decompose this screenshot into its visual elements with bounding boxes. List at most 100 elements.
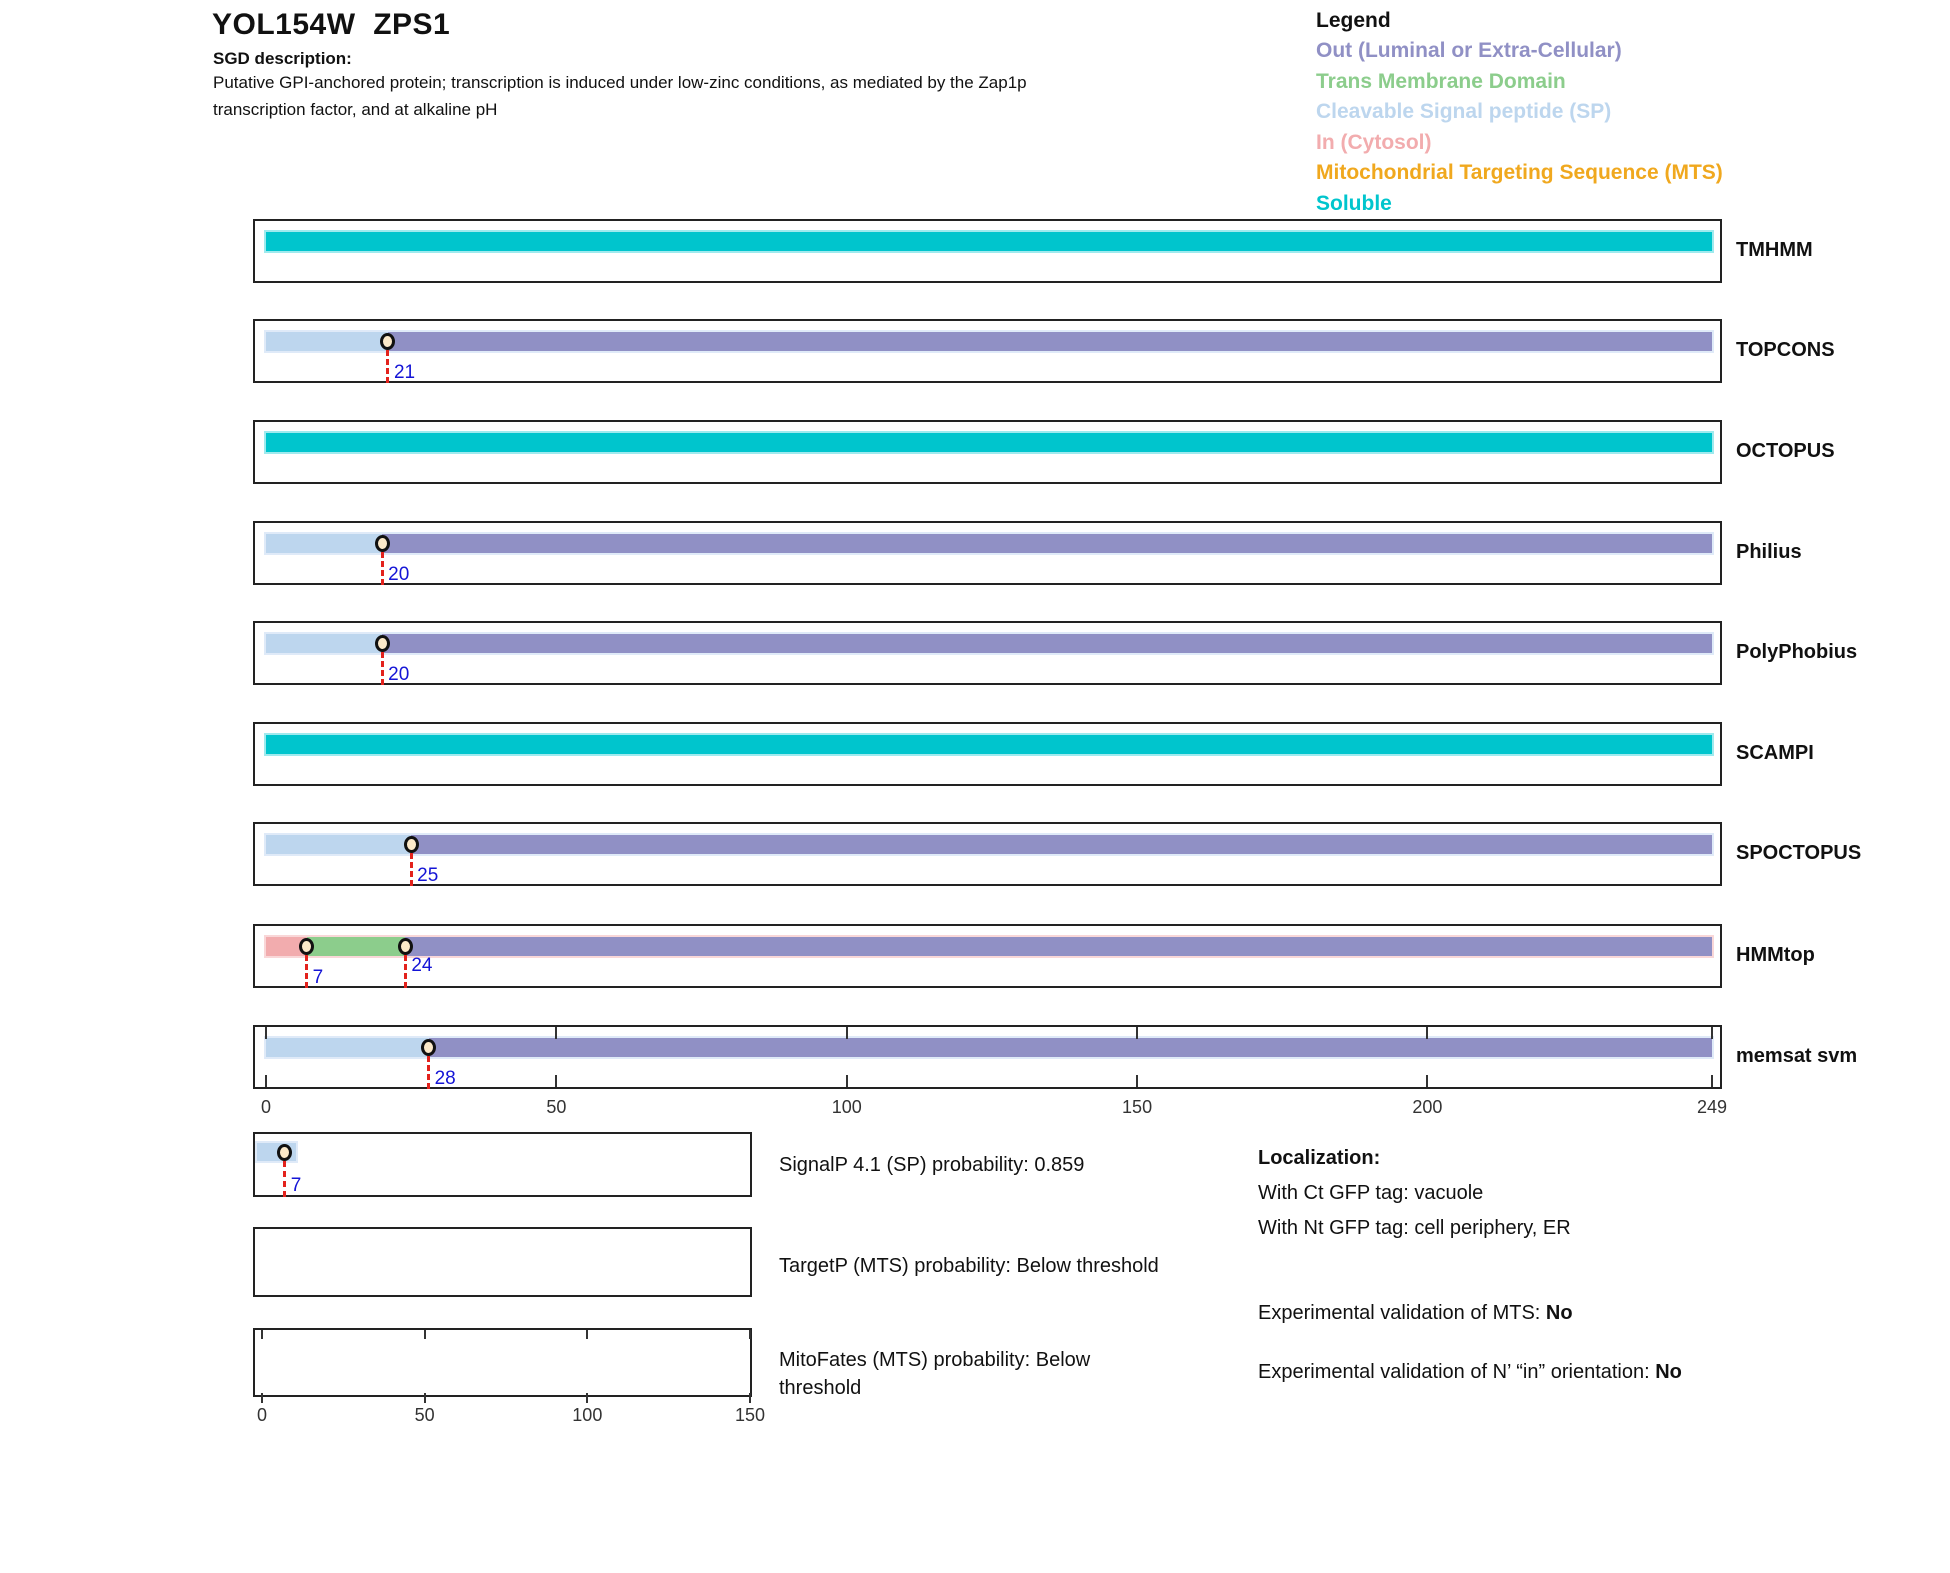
sgd-description-text: Putative GPI-anchored protein; transcrip…	[213, 73, 1027, 119]
topcons-boundary-marker	[380, 332, 396, 350]
hmmtop-boundary-marker	[397, 937, 413, 955]
track-box-polyphobius	[253, 621, 1722, 685]
polyphobius-segment-sp	[266, 634, 383, 653]
track-box-philius	[253, 521, 1722, 585]
legend-item-in: In (Cytosol)	[1316, 130, 1432, 154]
track-bar-polyphobius	[266, 634, 1712, 653]
sequence-axis-tick-label: 100	[831, 1097, 862, 1117]
memsat-svm-tick-top	[845, 1027, 848, 1039]
track-name-philius: Philius	[1736, 541, 1802, 563]
topcons-marker-value: 21	[393, 362, 416, 383]
signalp-marker-value: 7	[290, 1175, 302, 1196]
orientation-validation-value: No	[1655, 1361, 1682, 1383]
polyphobius-marker-line	[380, 652, 384, 685]
sequence-axis-tick-label: 150	[1122, 1097, 1153, 1117]
track-bar-hmmtop	[266, 937, 1712, 956]
hmmtop-marker-line	[403, 955, 407, 988]
spoctopus-segment-sp	[266, 835, 412, 854]
track-bar-philius	[266, 534, 1712, 553]
track-box-mitofates	[253, 1328, 752, 1397]
tmhmm-segment-soluble	[266, 232, 1712, 251]
spoctopus-marker-line	[409, 853, 413, 886]
track-box-octopus	[253, 420, 1722, 484]
track-name-memsat-svm: memsat svm	[1736, 1045, 1858, 1067]
mitofates-tick-bottom	[423, 1393, 426, 1403]
sequence-axis-tick-label: 50	[546, 1097, 567, 1117]
memsat-svm-tick-bottom	[1426, 1075, 1429, 1087]
track-box-scampi	[253, 722, 1722, 786]
orientation-validation-label: Experimental validation of N’ “in” orien…	[1258, 1361, 1656, 1383]
track-name-hmmtop: HMMtop	[1736, 944, 1815, 966]
legend-item-soluble: Soluble	[1316, 191, 1392, 215]
hmmtop-marker-value: 24	[411, 955, 433, 976]
sgd-description-heading: SGD description:	[213, 49, 352, 68]
philius-marker-value: 20	[388, 564, 410, 585]
sequence-axis-tick-label: 200	[1412, 1097, 1443, 1117]
memsat-svm-boundary-marker	[421, 1038, 437, 1056]
hmmtop-segment-in	[266, 937, 307, 956]
mts-validation-label: Experimental validation of MTS:	[1258, 1302, 1546, 1324]
memsat-svm-tick-top	[1136, 1027, 1139, 1039]
track-box-hmmtop	[253, 924, 1722, 988]
mts-validation-value: No	[1545, 1302, 1573, 1324]
sequence-axis-tick-label: 249	[1696, 1097, 1728, 1117]
localization-ct-line: With Ct GFP tag: vacuole	[1258, 1182, 1484, 1204]
memsat-svm-segment-out	[428, 1038, 1712, 1057]
polyphobius-segment-out	[382, 634, 1712, 653]
track-bar-memsat-svm	[266, 1038, 1712, 1057]
mitofates-tick-top	[423, 1330, 426, 1339]
legend-items: Out (Luminal or Extra-Cellular) Trans Mem…	[1316, 36, 1723, 219]
legend: Legend Out (Luminal or Extra-Cellular) Tr…	[1316, 5, 1723, 219]
track-bar-scampi	[266, 735, 1712, 754]
memsat-svm-tick-top	[1426, 1027, 1429, 1039]
track-bar-octopus	[266, 433, 1712, 452]
memsat-svm-tick-top	[1711, 1027, 1713, 1039]
legend-title: Legend	[1316, 9, 1391, 32]
memsat-svm-segment-sp	[266, 1038, 429, 1057]
page-title: YOL154W ZPS1	[212, 8, 451, 41]
orientation-validation-line: Experimental validation of N’ “in” orien…	[1258, 1361, 1682, 1384]
localization-title: Localization:	[1258, 1147, 1381, 1169]
track-name-polyphobius: PolyPhobius	[1736, 641, 1858, 663]
track-name-octopus: OCTOPUS	[1736, 440, 1835, 462]
track-box-memsat-svm	[253, 1025, 1722, 1089]
spoctopus-marker-value: 25	[417, 865, 439, 886]
track-box-spoctopus	[253, 822, 1722, 886]
mitofates-tick-top	[586, 1330, 589, 1339]
mts-validation-line: Experimental validation of MTS: No	[1258, 1302, 1573, 1325]
memsat-svm-marker-line	[427, 1056, 431, 1089]
track-name-scampi: SCAMPI	[1736, 742, 1814, 764]
hmmtop-boundary-marker	[299, 937, 315, 955]
prob-label-signalp: SignalP 4.1 (SP) probability: 0.859	[779, 1154, 1085, 1176]
track-bar-topcons	[266, 332, 1712, 351]
signalp-marker-line	[283, 1161, 287, 1197]
philius-marker-line	[380, 552, 384, 585]
spoctopus-boundary-marker	[403, 835, 419, 853]
memsat-svm-tick-top	[555, 1027, 558, 1039]
legend-item-tm: Trans Membrane Domain	[1316, 69, 1566, 93]
mitofates-tick-bottom	[586, 1393, 589, 1403]
probability-axis-tick-label: 50	[414, 1405, 435, 1425]
memsat-svm-tick-top	[265, 1027, 267, 1039]
polyphobius-marker-value: 20	[388, 664, 410, 685]
prob-label-targetp: TargetP (MTS) probability: Below thresho…	[779, 1255, 1159, 1277]
memsat-svm-tick-bottom	[845, 1075, 848, 1087]
track-bar-spoctopus	[266, 835, 1712, 854]
signalp-boundary-marker	[277, 1143, 293, 1161]
track-box-targetp	[253, 1227, 752, 1297]
mitofates-tick-bottom	[749, 1393, 751, 1403]
memsat-svm-tick-bottom	[265, 1075, 267, 1087]
mitofates-tick-top	[261, 1330, 263, 1339]
localization-nt-line: With Nt GFP tag: cell periphery, ER	[1258, 1217, 1571, 1239]
topcons-segment-out	[387, 332, 1712, 351]
track-name-tmhmm: TMHMM	[1736, 239, 1813, 261]
memsat-svm-tick-bottom	[555, 1075, 558, 1087]
track-box-topcons	[253, 319, 1722, 383]
legend-item-out: Out (Luminal or Extra-Cellular)	[1316, 39, 1622, 62]
topcons-segment-sp	[266, 332, 388, 351]
polyphobius-boundary-marker	[374, 634, 390, 652]
memsat-svm-marker-value: 28	[434, 1068, 456, 1089]
mitofates-tick-bottom	[261, 1393, 263, 1403]
hmmtop-marker-line	[305, 955, 309, 988]
